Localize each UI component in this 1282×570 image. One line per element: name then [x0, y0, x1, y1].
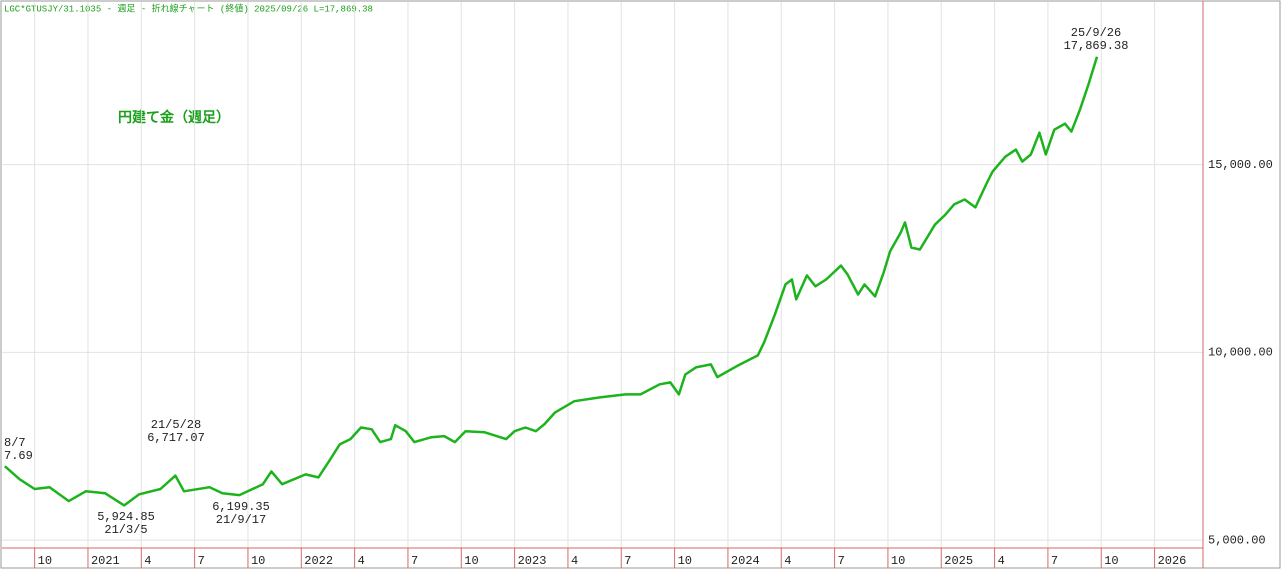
x-tick-label: 10	[1104, 554, 1118, 568]
annotation: 5,924.85	[97, 510, 155, 524]
x-tick-label: 10	[251, 554, 265, 568]
chart-header: LGC*GTUSJY/31.1035 - 週足 - 折れ線チャート (終値) 2…	[4, 2, 373, 14]
x-tick-label: 7	[411, 554, 418, 568]
x-tick-label: 2024	[731, 554, 760, 568]
x-tick-label: 10	[678, 554, 692, 568]
x-tick-label: 2023	[518, 554, 547, 568]
x-tick-label: 2022	[304, 554, 333, 568]
x-tick-label: 4	[784, 554, 791, 568]
x-tick-label: 2021	[91, 554, 120, 568]
annotation: 6,717.07	[147, 431, 205, 445]
annotation: 8/7	[4, 436, 26, 450]
annotation: 21/3/5	[104, 523, 147, 537]
x-tick-label: 7	[1051, 554, 1058, 568]
x-tick-label: 7	[198, 554, 205, 568]
price-line	[3, 56, 1099, 507]
annotation: 6,199.35	[212, 500, 270, 514]
y-tick-label: 10,000.00	[1208, 346, 1273, 360]
x-tick-label: 10	[38, 554, 52, 568]
x-tick-label: 2026	[1158, 554, 1187, 568]
annotation: 25/9/26	[1071, 26, 1121, 40]
x-tick-label: 4	[571, 554, 578, 568]
annotation: 21/5/28	[151, 418, 201, 432]
y-tick-label: 5,000.00	[1208, 533, 1266, 547]
x-tick-label: 10	[891, 554, 905, 568]
x-tick-label: 2025	[944, 554, 973, 568]
annotation: 17,869.38	[1064, 39, 1129, 53]
x-tick-label: 4	[998, 554, 1005, 568]
y-tick-label: 15,000.00	[1208, 158, 1273, 172]
annotation: 21/9/17	[216, 513, 266, 527]
x-tick-label: 10	[464, 554, 478, 568]
annotation: 7.69	[4, 449, 33, 463]
x-tick-label: 4	[358, 554, 365, 568]
x-tick-label: 7	[624, 554, 631, 568]
x-tick-label: 4	[144, 554, 151, 568]
chart-title: 円建て金（週足）	[118, 109, 230, 126]
x-tick-label: 7	[838, 554, 845, 568]
